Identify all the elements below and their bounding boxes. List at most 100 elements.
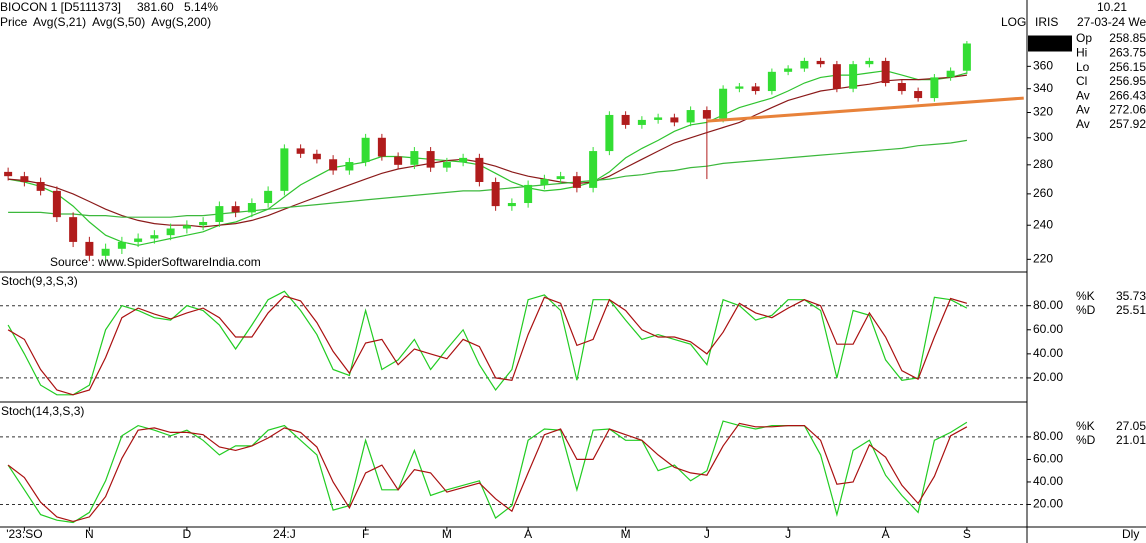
candle-body <box>702 110 711 119</box>
candle-body <box>767 71 776 92</box>
candle-body <box>199 221 208 226</box>
candle-body <box>491 181 500 207</box>
candle-body <box>377 137 386 157</box>
x-tick-label: J <box>704 527 710 541</box>
readout-label: Lo <box>1076 60 1090 74</box>
x-tick-label: J <box>785 527 791 541</box>
readout-value: 256.15 <box>1109 60 1146 74</box>
y-tick-label: 300 <box>1033 130 1053 144</box>
candle-body <box>69 217 78 242</box>
candle-body <box>881 60 890 84</box>
candle-body <box>670 117 679 123</box>
candle-body <box>296 148 305 154</box>
candle-body <box>117 241 126 249</box>
iris-date: 27-03-24 We <box>1077 15 1146 29</box>
candle-body <box>231 206 240 213</box>
legend-entry: Avg(S,21) <box>33 15 86 29</box>
legend-entry: Avg(S,50) <box>92 15 145 29</box>
candle-body <box>849 64 858 89</box>
candle-body <box>556 176 565 180</box>
readout-value: 258.85 <box>1109 31 1146 45</box>
y-tick-label: 20.00 <box>1033 370 1063 384</box>
moving-average <box>7 70 968 246</box>
candle-body <box>20 176 29 182</box>
candle-body <box>329 159 338 171</box>
y-tick-label: 60.00 <box>1033 322 1063 336</box>
candle-body <box>914 91 923 99</box>
x-tick-label: N <box>85 527 94 541</box>
y-tick-label: 260 <box>1033 186 1053 200</box>
readout-value: 266.43 <box>1109 88 1146 102</box>
candle-body <box>459 157 468 163</box>
candle-body <box>572 176 581 188</box>
oscillator-line <box>7 420 968 524</box>
readout-label: Av <box>1076 117 1090 131</box>
readout-label: Av <box>1076 88 1090 102</box>
readout-label: %K <box>1076 289 1095 303</box>
candle-body <box>134 238 143 242</box>
x-tick-label: A <box>882 527 890 541</box>
candle-body <box>475 157 484 182</box>
candle-body <box>361 137 370 163</box>
readout-label: Hi <box>1076 45 1087 59</box>
x-tick-label: 24:J <box>273 527 296 541</box>
candle-body <box>101 248 110 256</box>
readout-label: Av <box>1076 103 1090 117</box>
x-tick-label: M <box>442 527 452 541</box>
readout-value: 263.75 <box>1109 45 1146 59</box>
candle-body <box>621 114 630 125</box>
oscillator-line <box>7 295 968 396</box>
candle-body <box>280 148 289 191</box>
candle-body <box>264 190 273 204</box>
candle-body <box>605 114 614 152</box>
price-badge-label: 381.60 <box>1031 36 1068 50</box>
candle-body <box>312 153 321 160</box>
candle-body <box>426 151 435 168</box>
readout-value: 257.92 <box>1109 117 1146 131</box>
y-tick-label: 320 <box>1033 105 1053 119</box>
candle-body <box>85 241 94 256</box>
candle-body <box>751 86 760 92</box>
moving-average <box>8 74 967 228</box>
readout-value: 256.95 <box>1109 74 1146 88</box>
x-tick-label: F <box>362 527 369 541</box>
y-tick-label: 280 <box>1033 157 1053 171</box>
panel-title: Stoch(14,3,S,3) <box>1 404 84 418</box>
candle-body <box>410 151 419 165</box>
readout-value: 25.51 <box>1116 303 1146 317</box>
candle-body <box>832 64 841 89</box>
candle-body <box>247 203 256 213</box>
candle-body <box>784 68 793 72</box>
x-tick-label: M <box>621 527 631 541</box>
panel-title: Stoch(9,3,S,3) <box>1 274 78 288</box>
candle-body <box>800 60 809 69</box>
candle-body <box>36 181 45 191</box>
change: 5.14% <box>184 0 218 14</box>
y-tick-label: 40.00 <box>1033 474 1063 488</box>
readout-value: 272.06 <box>1109 103 1146 117</box>
x-tick-label: A <box>524 527 532 541</box>
candle-body <box>182 225 191 229</box>
scale-mode: LOG <box>1001 15 1026 29</box>
candle-body <box>816 60 825 65</box>
readout-label: %D <box>1076 303 1096 317</box>
candle-body <box>897 83 906 92</box>
readout-value: 21.01 <box>1116 433 1146 447</box>
candle-body <box>735 86 744 89</box>
candle-body <box>589 151 598 188</box>
price-badge <box>1028 35 1072 52</box>
iris-name: IRIS <box>1035 15 1058 29</box>
readout-label: Op <box>1076 31 1092 45</box>
candle-body <box>394 156 403 165</box>
iris-time: 10.21 <box>1097 0 1127 14</box>
y-tick-label: 80.00 <box>1033 429 1063 443</box>
oscillator-line <box>7 422 968 523</box>
readout-label: %K <box>1076 419 1095 433</box>
frequency: Dly <box>1122 527 1139 541</box>
source: Source : www.SpiderSoftwareIndia.com <box>50 255 261 269</box>
x-tick-label: '23:SO <box>6 527 42 541</box>
candle-body <box>865 60 874 65</box>
candle-body <box>654 117 663 120</box>
y-tick-label: 80.00 <box>1033 298 1063 312</box>
